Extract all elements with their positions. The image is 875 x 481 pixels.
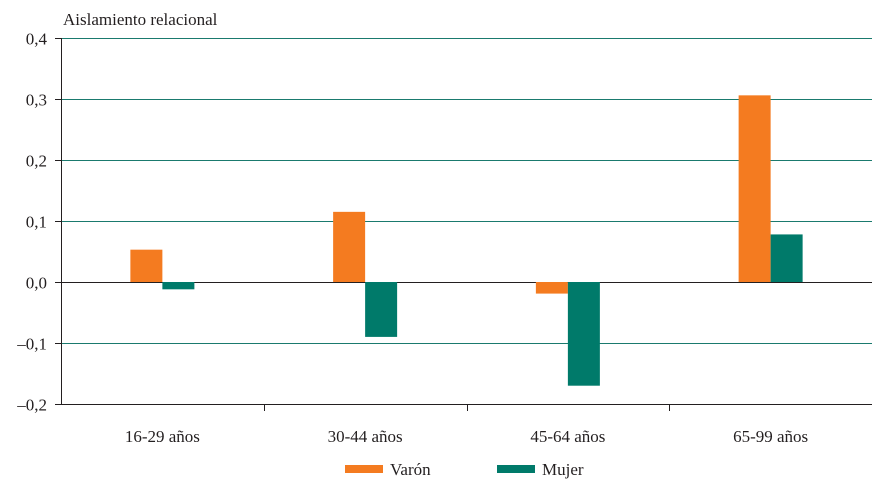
x-tick-labels: 16-29 años 30-44 años 45-64 años 65-99 años (125, 404, 808, 446)
y-tick-label: 0,4 (26, 30, 48, 49)
x-tick-label: 30-44 años (328, 427, 403, 446)
gridlines (61, 38, 872, 344)
bar-mujer-1 (162, 282, 195, 290)
bar-var-n-2 (333, 211, 366, 282)
legend-label-2: Mujer (542, 460, 584, 479)
x-tick-label: 65-99 años (733, 427, 808, 446)
y-tick-label: 0,0 (26, 274, 47, 293)
bar-var-n-3 (535, 282, 568, 294)
bar-var-n-4 (738, 95, 771, 282)
y-tick-label: –0,2 (16, 396, 47, 415)
x-tick-label: 45-64 años (530, 427, 605, 446)
bar-mujer-4 (770, 234, 803, 282)
legend-swatch-1 (345, 465, 383, 473)
y-tick-label: 0,3 (26, 91, 47, 110)
axes (61, 38, 872, 405)
bar-var-n-1 (130, 249, 163, 282)
y-tick-label: –0,1 (16, 335, 47, 354)
x-tick-label: 16-29 años (125, 427, 200, 446)
legend-label-1: Varón (390, 460, 431, 479)
y-tick-labels: 0,4 0,3 0,2 0,1 0,0 –0,1 –0,2 (16, 30, 61, 415)
y-axis-title: Aislamiento relacional (63, 10, 218, 29)
legend: Varón Mujer (345, 460, 584, 479)
legend-swatch-2 (497, 465, 535, 473)
y-tick-label: 0,2 (26, 152, 47, 171)
y-tick-label: 0,1 (26, 213, 47, 232)
bar-mujer-2 (365, 282, 398, 337)
bars (130, 95, 803, 386)
bar-mujer-3 (567, 282, 600, 386)
